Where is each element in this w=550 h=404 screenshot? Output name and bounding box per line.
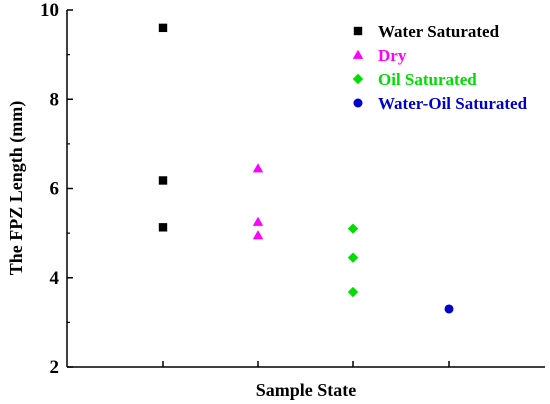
data-point-triangle (252, 230, 264, 240)
legend-label: Water-Oil Saturated (378, 94, 528, 113)
y-ticks: 2 4 6 8 10 (40, 0, 73, 378)
legend-label: Dry (378, 46, 407, 65)
legend-marker-diamond (352, 73, 364, 85)
data-point-square (158, 23, 168, 33)
legend-marker-square (353, 26, 363, 36)
data-point-diamond (347, 252, 359, 263)
legend-label: Water Saturated (378, 22, 500, 41)
data-point-diamond (347, 223, 359, 234)
legend-label: Oil Saturated (378, 70, 477, 89)
data-point-diamond (347, 286, 359, 298)
x-axis-label: Sample State (256, 380, 357, 400)
x-ticks (162, 361, 450, 367)
y-tick-label: 2 (50, 357, 60, 378)
y-axis-label: The FPZ Length (mm) (6, 101, 27, 276)
y-tick-label: 10 (40, 0, 59, 21)
y-tick-label: 8 (50, 89, 60, 110)
data-point-triangle (252, 163, 264, 173)
y-tick-label: 4 (50, 268, 60, 289)
data-points (158, 23, 454, 314)
data-point-square (158, 176, 168, 185)
data-point-square (158, 223, 168, 232)
legend: Water Saturated Dry Oil Saturated Water-Oil… (352, 22, 528, 113)
plot-area (66, 10, 545, 368)
legend-marker-circle (353, 98, 363, 108)
data-point-circle (444, 304, 454, 314)
data-point-triangle (252, 216, 264, 226)
y-tick-label: 6 (50, 179, 60, 200)
legend-marker-triangle (352, 49, 364, 59)
